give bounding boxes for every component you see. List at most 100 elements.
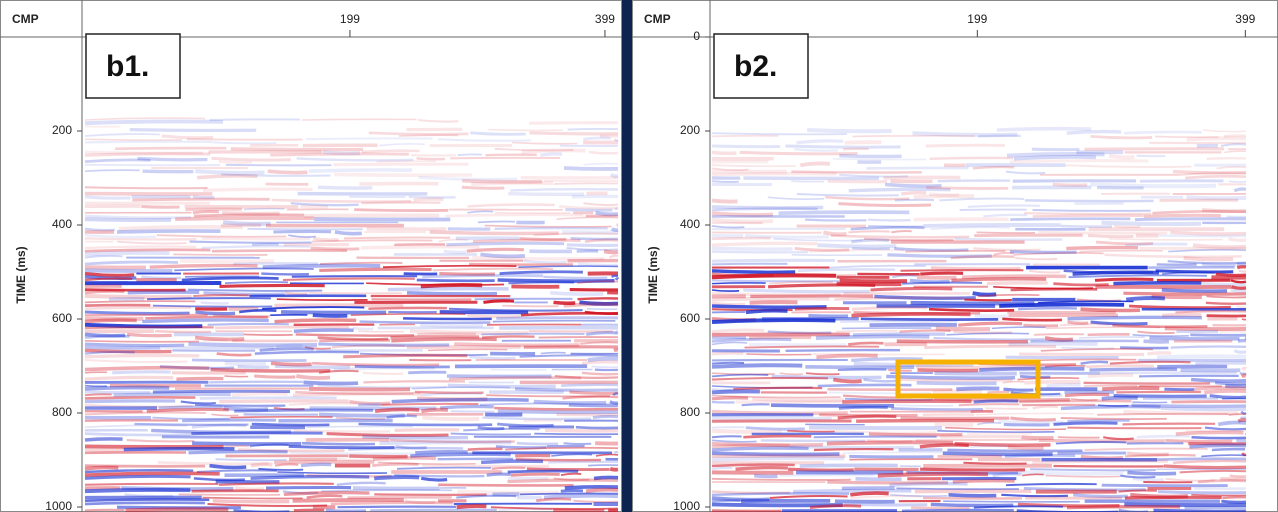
- seismic-event: [837, 414, 897, 420]
- seismic-event: [950, 255, 1015, 260]
- seismic-event: [817, 243, 897, 249]
- seismic-event: [711, 301, 746, 306]
- seismic-event: [711, 150, 737, 156]
- seismic-event: [1086, 364, 1154, 369]
- seismic-event: [1204, 388, 1247, 395]
- seismic-event: [1228, 180, 1247, 183]
- seismic-event: [928, 192, 960, 197]
- seismic-event: [1143, 339, 1169, 344]
- seismic-event: [209, 380, 304, 384]
- seismic-event: [563, 442, 592, 445]
- seismic-event: [711, 499, 741, 503]
- seismic-event: [933, 337, 1045, 341]
- seismic-event: [711, 376, 828, 381]
- seismic-event: [711, 279, 840, 283]
- seismic-event: [284, 291, 308, 296]
- seismic-event: [911, 506, 970, 510]
- seismic-event: [303, 380, 359, 386]
- seismic-event: [838, 202, 932, 208]
- x-tick-label: 199: [340, 12, 360, 26]
- seismic-event: [791, 170, 922, 174]
- seismic-event: [440, 404, 494, 410]
- seismic-event: [322, 150, 361, 156]
- seismic-event: [486, 394, 610, 398]
- seismic-event: [749, 342, 847, 347]
- seismic-event: [794, 306, 850, 311]
- seismic-event: [565, 208, 613, 212]
- seismic-event: [711, 396, 749, 401]
- seismic-event: [137, 156, 208, 162]
- seismic-event: [230, 147, 364, 152]
- seismic-event: [817, 383, 912, 388]
- seismic-event: [129, 128, 257, 133]
- seismic-event: [274, 318, 357, 324]
- seismic-event: [84, 348, 172, 354]
- seismic-event: [825, 196, 910, 201]
- seismic-event: [84, 345, 161, 350]
- seismic-event: [711, 164, 796, 168]
- seismic-event: [917, 368, 979, 373]
- seismic-event: [1013, 252, 1104, 256]
- seismic-event: [408, 195, 456, 199]
- seismic-event: [84, 306, 192, 311]
- seismic-event: [333, 366, 435, 371]
- seismic-event: [1202, 281, 1247, 287]
- seismic-event: [711, 389, 760, 395]
- seismic-event: [354, 208, 449, 212]
- seismic-event: [416, 157, 446, 161]
- seismic-event: [613, 348, 619, 353]
- seismic-event: [890, 493, 948, 498]
- seismic-event: [1031, 358, 1137, 362]
- seismic-event: [410, 452, 511, 458]
- seismic-event: [1006, 152, 1105, 158]
- seismic-event: [614, 329, 619, 334]
- seismic-event: [84, 318, 137, 324]
- seismic-event: [1046, 326, 1161, 330]
- seismic-event: [379, 143, 425, 147]
- seismic-event: [1186, 136, 1247, 142]
- seismic-event: [1038, 438, 1165, 443]
- seismic-event: [1017, 377, 1080, 381]
- seismic-event: [216, 352, 252, 357]
- seismic-event: [84, 353, 200, 359]
- seismic-event: [813, 435, 937, 439]
- seismic-event: [330, 501, 453, 506]
- seismic-event: [827, 179, 888, 184]
- seismic-event: [274, 364, 350, 369]
- seismic-event: [211, 413, 239, 417]
- seismic-event: [1237, 338, 1247, 343]
- seismic-event: [900, 269, 1024, 272]
- seismic-event: [1197, 479, 1247, 484]
- seismic-event: [325, 508, 367, 512]
- seismic-event: [520, 312, 619, 317]
- seismic-event: [249, 443, 289, 448]
- seismic-event: [711, 400, 735, 404]
- seismic-event: [1053, 464, 1164, 468]
- seismic-event: [999, 302, 1125, 308]
- seismic-event: [84, 487, 191, 494]
- seismic-event: [852, 332, 946, 337]
- seismic-event: [839, 153, 902, 159]
- seismic-event: [188, 288, 323, 292]
- seismic-event: [250, 474, 370, 480]
- seismic-event: [1233, 187, 1247, 193]
- seismic-event: [480, 252, 526, 259]
- seismic-event: [1053, 421, 1118, 426]
- seismic-event: [293, 391, 421, 397]
- seismic-event: [417, 332, 476, 336]
- seismic-event: [1170, 230, 1247, 236]
- seismic-event: [1222, 496, 1247, 500]
- seismic-event: [224, 361, 266, 366]
- seismic-event: [943, 500, 1080, 503]
- seismic-event: [568, 402, 619, 408]
- seismic-event: [796, 139, 844, 145]
- seismic-event: [1123, 291, 1247, 296]
- seismic-event: [1032, 209, 1151, 212]
- seismic-event: [126, 332, 172, 338]
- seismic-event: [354, 365, 450, 369]
- seismic-event: [237, 448, 345, 453]
- seismic-event: [887, 253, 992, 259]
- seismic-event: [711, 328, 765, 334]
- seismic-event: [447, 383, 556, 389]
- seismic-event: [254, 374, 296, 379]
